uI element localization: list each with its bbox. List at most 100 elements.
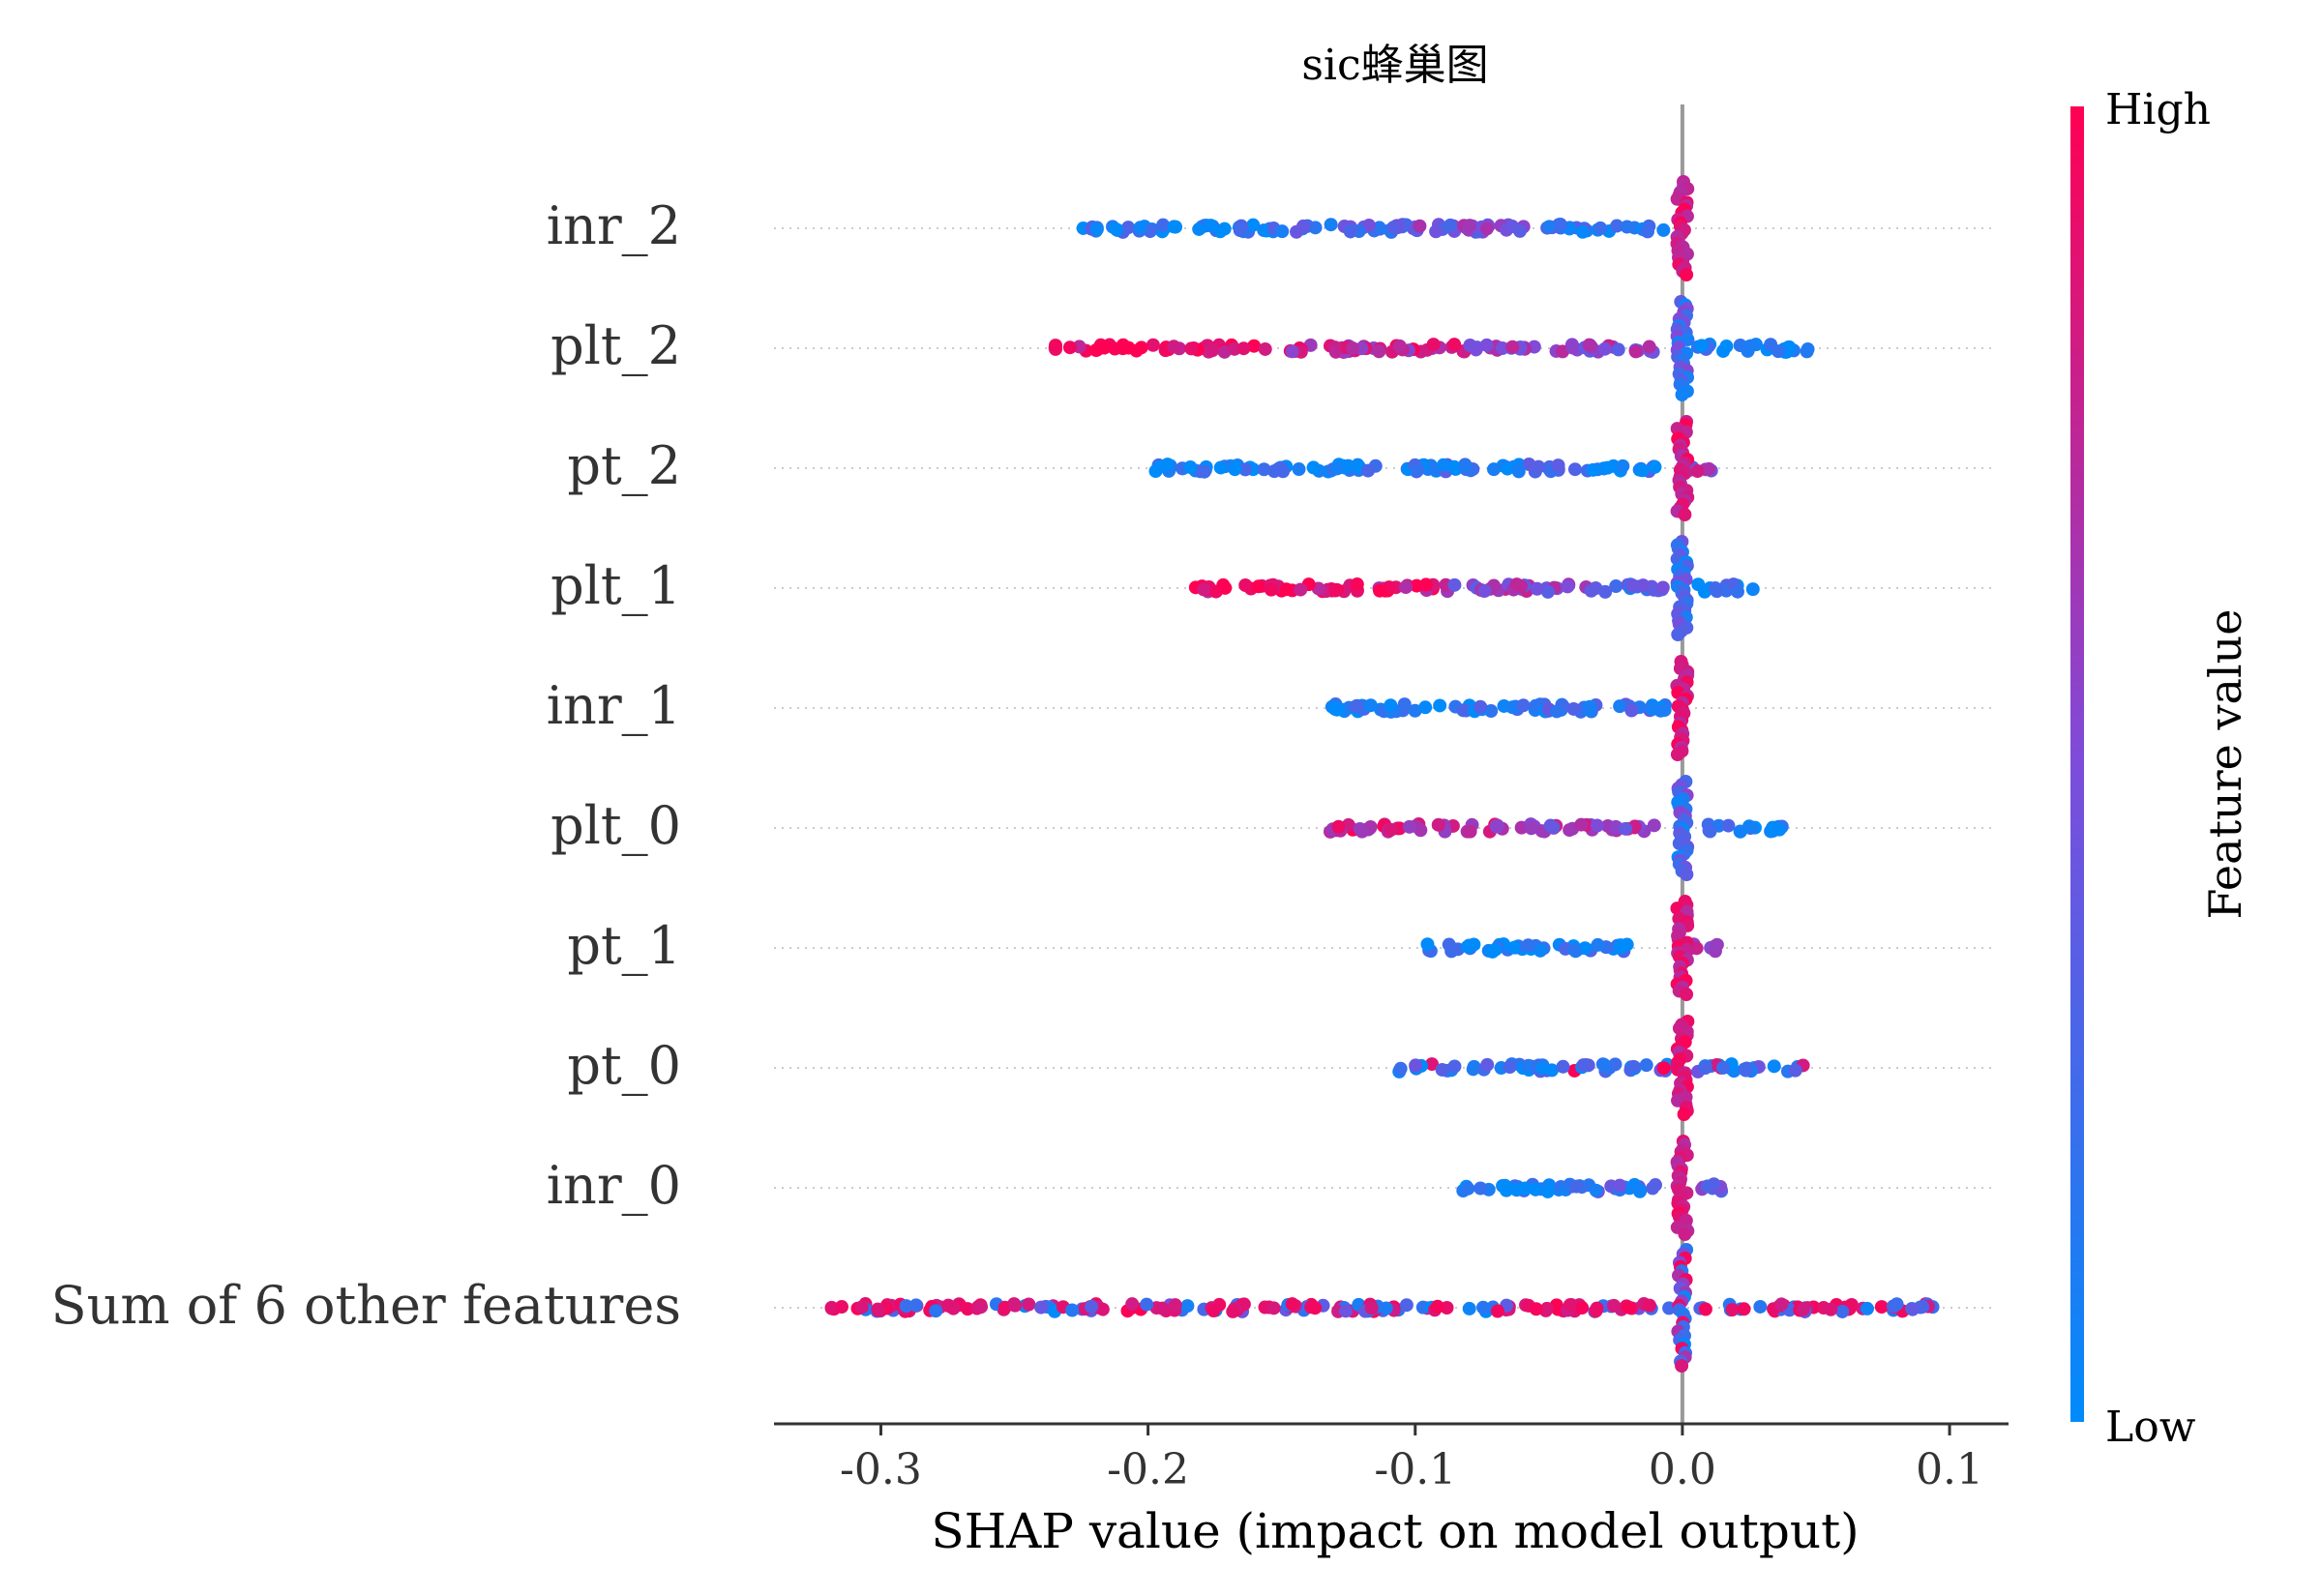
shap-point <box>1655 580 1670 595</box>
shap-point <box>1710 937 1724 952</box>
shap-point <box>1192 222 1206 236</box>
shap-point <box>1361 219 1376 233</box>
shap-point <box>1788 1063 1802 1078</box>
shap-point <box>1516 698 1531 713</box>
shap-point <box>1657 703 1672 718</box>
shap-point <box>1431 817 1445 832</box>
shap-point <box>1306 460 1321 475</box>
shap-point <box>1109 222 1123 237</box>
shap-point <box>1324 218 1338 232</box>
shap-point <box>1285 344 1299 359</box>
shap-point <box>1708 581 1722 596</box>
shap-point <box>929 1304 943 1318</box>
shap-point <box>1257 462 1271 477</box>
shap-point <box>1514 579 1529 594</box>
shap-point <box>1363 698 1378 713</box>
shap-point <box>1206 1304 1221 1318</box>
shap-point <box>1466 1062 1480 1077</box>
shap-point <box>1169 220 1183 234</box>
feature-label: pt_0 <box>567 1035 681 1096</box>
shap-point <box>1290 224 1304 239</box>
x-tick-label: -0.3 <box>840 1445 922 1494</box>
shap-point <box>1647 818 1661 833</box>
shap-point <box>1639 1058 1653 1073</box>
shap-point <box>1730 584 1744 599</box>
shap-point <box>1479 338 1494 352</box>
shap-point <box>1251 579 1265 594</box>
shap-point <box>1467 937 1481 952</box>
shap-point <box>871 1303 885 1317</box>
shap-point <box>1680 988 1694 1001</box>
shap-point <box>1764 338 1778 352</box>
shap-point <box>1801 342 1815 357</box>
feature-label: inr_1 <box>547 675 681 736</box>
shap-point <box>1183 460 1198 475</box>
shap-point <box>1646 1181 1660 1196</box>
shap-point <box>1088 342 1103 357</box>
shap-point <box>1409 1058 1423 1073</box>
shap-point <box>1694 339 1709 353</box>
feature-label: inr_0 <box>547 1155 681 1216</box>
shap-point <box>1737 1302 1751 1316</box>
shap-point <box>1716 1060 1731 1075</box>
shap-point <box>1436 458 1450 472</box>
shap-point <box>1373 583 1387 598</box>
shap-point <box>1488 942 1503 957</box>
shap-point <box>1379 1301 1393 1315</box>
shap-point <box>1725 1303 1740 1317</box>
shap-point <box>1608 1057 1622 1072</box>
shap-point <box>1507 940 1522 955</box>
shap-point <box>1678 1227 1692 1241</box>
shap-point <box>1635 463 1650 478</box>
shap-point <box>1447 577 1462 592</box>
shap-point <box>1490 818 1504 833</box>
shap-point <box>1386 221 1401 235</box>
shap-point <box>1530 581 1544 596</box>
shap-point <box>1140 1297 1154 1312</box>
shap-point <box>1275 224 1290 239</box>
shap-point <box>1134 340 1148 355</box>
shap-point <box>1648 459 1662 474</box>
feature-label: pt_1 <box>567 915 681 976</box>
shap-point <box>1354 824 1369 839</box>
shap-point <box>1276 464 1291 479</box>
shap-point <box>1574 817 1589 832</box>
x-tick-label: 0.0 <box>1649 1445 1716 1494</box>
shap-point <box>1569 1179 1584 1194</box>
shap-point <box>1700 1179 1714 1194</box>
shap-point <box>1860 1301 1874 1315</box>
shap-point <box>1372 221 1386 235</box>
shap-point <box>1835 1304 1850 1318</box>
shap-point <box>1593 221 1608 235</box>
shap-point <box>1034 1300 1049 1315</box>
shap-point <box>1447 338 1462 352</box>
shap-point <box>1372 344 1386 359</box>
shap-point <box>1462 1301 1476 1315</box>
shap-point <box>1414 823 1428 838</box>
shap-point <box>1690 464 1705 479</box>
shap-point <box>1578 941 1593 956</box>
shap-point <box>1346 340 1360 355</box>
shap-point <box>1575 1301 1590 1315</box>
shap-point <box>1767 1059 1781 1074</box>
shap-point <box>1184 341 1199 356</box>
shap-point <box>1049 339 1063 353</box>
shap-point <box>1146 338 1160 352</box>
shap-point <box>1518 1181 1533 1196</box>
shap-point <box>1533 943 1548 958</box>
shap-point <box>1399 580 1414 595</box>
shap-point <box>1155 1301 1170 1315</box>
shap-point <box>1413 219 1427 233</box>
shap-point <box>1246 218 1261 232</box>
shap-point <box>1292 462 1306 477</box>
shap-point <box>1542 220 1557 234</box>
shap-point <box>1678 508 1692 521</box>
shap-point <box>834 1300 848 1315</box>
shap-point <box>1524 821 1538 836</box>
x-tick-label: -0.1 <box>1374 1445 1456 1494</box>
shap-point <box>1563 1298 1577 1313</box>
shap-point <box>1874 1300 1889 1315</box>
shap-point <box>1575 224 1590 239</box>
x-tick-label: -0.2 <box>1107 1445 1189 1494</box>
